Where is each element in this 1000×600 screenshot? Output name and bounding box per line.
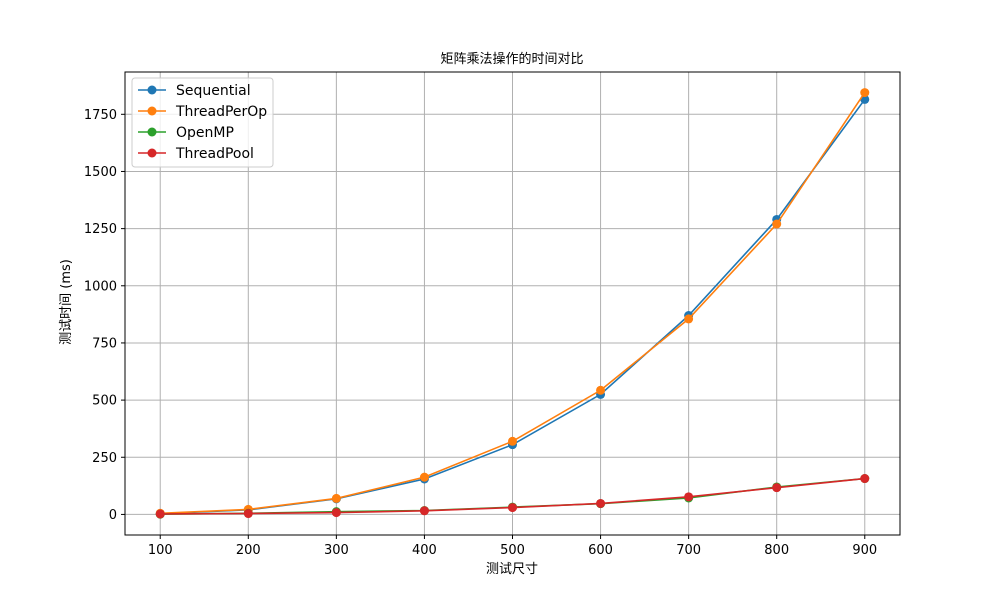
legend-marker: [147, 148, 157, 158]
data-point: [331, 493, 341, 503]
x-tick-label: 500: [500, 543, 525, 558]
x-tick-label: 600: [588, 543, 613, 558]
data-point: [772, 219, 782, 229]
x-tick-label: 900: [852, 543, 877, 558]
grid-lines: [125, 72, 900, 535]
y-tick-label: 500: [92, 394, 117, 409]
y-tick-label: 0: [109, 508, 117, 523]
x-tick-label: 300: [324, 543, 349, 558]
legend-box: [131, 77, 274, 168]
y-tick-label: 1500: [84, 165, 117, 180]
legend-label: ThreadPool: [175, 146, 254, 162]
legend-marker: [147, 127, 157, 137]
series-threadpool: [155, 474, 870, 519]
y-tick-label: 1750: [84, 108, 117, 123]
x-tick-label: 700: [676, 543, 701, 558]
legend-entry: ThreadPool: [138, 146, 254, 162]
data-point: [860, 474, 870, 484]
x-tick-label: 200: [236, 543, 261, 558]
data-point: [508, 503, 517, 513]
data-point: [596, 385, 606, 395]
y-tick-label: 1000: [84, 279, 117, 294]
legend-label: OpenMP: [176, 125, 234, 141]
data-point: [684, 492, 694, 502]
legend-marker: [147, 106, 157, 116]
data-point: [860, 88, 870, 98]
data-point: [419, 472, 429, 482]
x-tick-label: 400: [412, 543, 437, 558]
data-point: [772, 483, 782, 493]
y-tick-label: 250: [92, 451, 117, 466]
data-point: [684, 314, 694, 324]
legend-label: ThreadPerOp: [175, 104, 267, 120]
x-tick-label: 800: [764, 543, 789, 558]
data-point: [596, 498, 606, 508]
x-axis-title: 测试尺寸: [486, 562, 538, 577]
data-point: [508, 436, 517, 446]
y-axis-title: 测试时间 (ms): [59, 259, 74, 345]
legend-entry: OpenMP: [138, 125, 234, 141]
series-lines: [155, 88, 870, 519]
y-tick-label: 1250: [84, 222, 117, 237]
data-point: [243, 509, 253, 519]
legend-entry: Sequential: [138, 83, 251, 99]
chart-title: 矩阵乘法操作的时间对比: [440, 51, 583, 67]
data-point: [331, 508, 341, 518]
x-tick-label: 100: [148, 543, 173, 558]
legend: Sequential ThreadPerOp OpenMP ThreadPool: [131, 77, 274, 168]
data-point: [419, 506, 429, 516]
data-point: [155, 509, 165, 519]
legend-marker: [147, 85, 157, 95]
y-tick-label: 750: [92, 336, 117, 351]
axes: 100 200 300 400 500 600 700 800 900 0 250 500 750 100…: [84, 108, 877, 558]
legend-entry: ThreadPerOp: [138, 104, 267, 120]
legend-label: Sequential: [176, 83, 251, 99]
